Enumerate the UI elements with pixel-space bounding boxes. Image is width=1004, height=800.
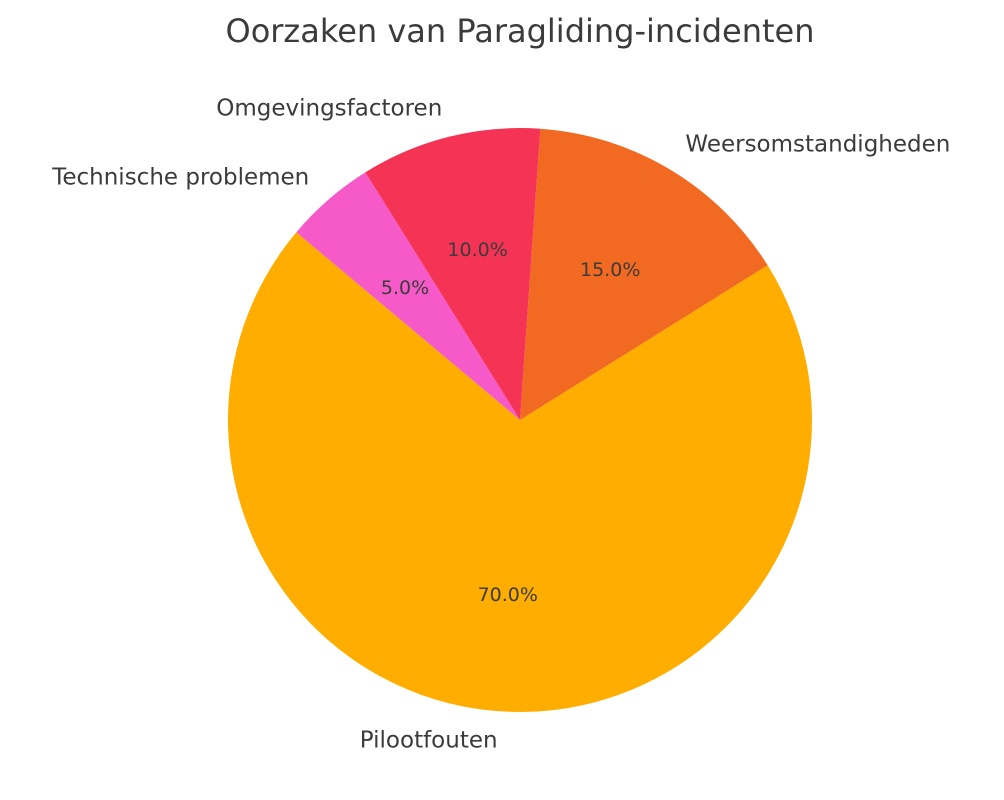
slice-percent-weersomstandigheden: 15.0% [580,259,640,281]
pie-slices [228,128,813,713]
pie-slice-technische-problemen [296,172,520,420]
slice-label-pilootfouten: Pilootfouten [360,727,498,753]
pie-slice-omgevingsfactoren [365,128,541,421]
pie-slice-weersomstandigheden [520,128,768,420]
slice-percent-technische-problemen: 5.0% [381,277,429,299]
slice-percent-pilootfouten: 70.0% [478,584,538,606]
slice-label-omgevingsfactoren: Omgevingsfactoren [216,95,442,121]
chart-title: Oorzaken van Paragliding-incidenten [226,12,815,50]
slice-label-weersomstandigheden: Weersomstandigheden [685,132,950,158]
pie-slice-pilootfouten [228,232,813,713]
pie-labels: Pilootfouten 70.0% Weersomstandigheden 15.0… [51,95,950,753]
slice-percent-omgevingsfactoren: 10.0% [447,239,507,261]
slice-label-technische-problemen: Technische problemen [51,165,309,191]
